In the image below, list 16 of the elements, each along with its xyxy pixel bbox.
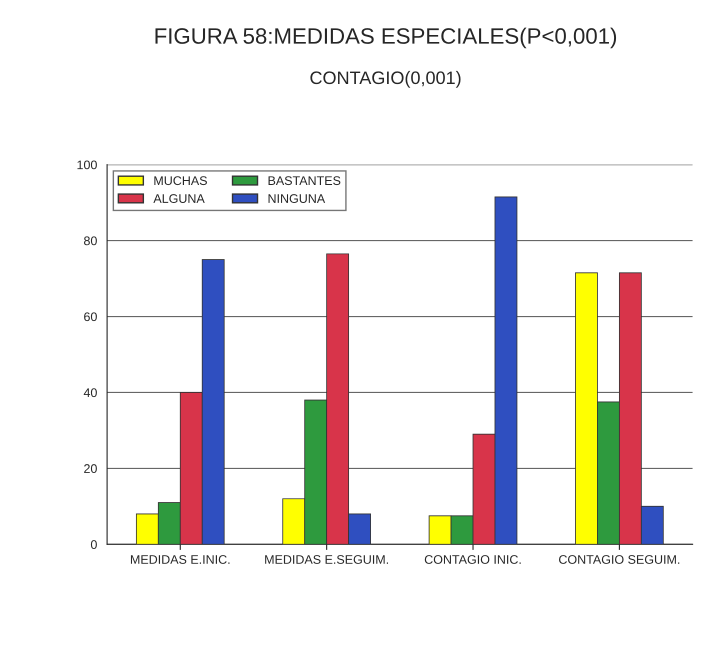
y-tick-label: 80 (84, 236, 97, 246)
y-tick-label: 40 (84, 388, 97, 398)
legend-label: ALGUNA (153, 194, 205, 203)
x-tick-label: MEDIDAS E.INIC. (130, 555, 230, 564)
y-tick-label: 60 (84, 312, 97, 322)
chart-title: FIGURA 58:MEDIDAS ESPECIALES(P<0,001) (156, 28, 616, 48)
x-tick-label: MEDIDAS E.SEGUIM. (265, 555, 388, 564)
y-tick-label: 0 (90, 540, 97, 549)
legend-label: BASTANTES (268, 176, 340, 186)
legend-label: NINGUNA (268, 194, 326, 203)
y-tick-label: 100 (77, 160, 97, 170)
chart-subtitle: CONTAGIO(0,001) (310, 70, 461, 88)
x-tick-label: CONTAGIO INIC. (424, 555, 521, 564)
x-tick-label: CONTAGIO SEGUIM. (559, 555, 680, 564)
y-tick-label: 20 (84, 464, 97, 474)
legend-label: MUCHAS (154, 176, 207, 186)
